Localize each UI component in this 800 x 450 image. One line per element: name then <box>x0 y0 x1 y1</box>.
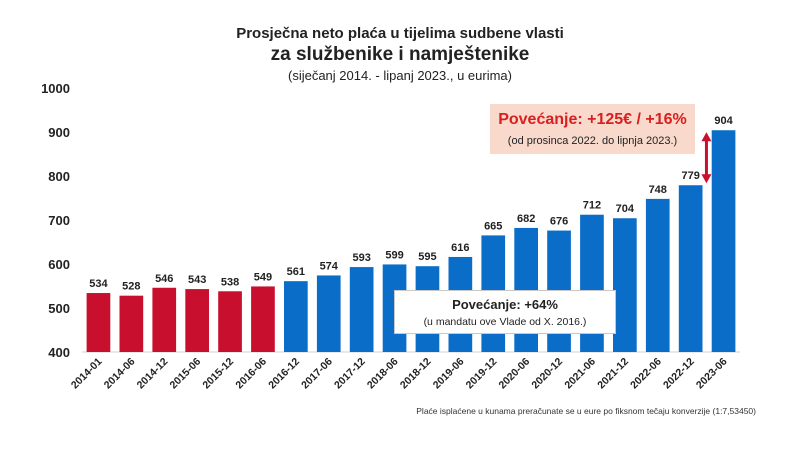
recent-increase-period: (od prosinca 2022. do lipnja 2023.) <box>507 135 678 147</box>
x-tick-label: 2016-06 <box>233 356 269 392</box>
bar <box>86 293 111 352</box>
total-increase-period: (u mandatu ove Vlade od X. 2016.) <box>423 316 587 328</box>
x-tick-label: 2016-12 <box>266 356 302 392</box>
x-tick-label: 2014-12 <box>135 356 171 392</box>
y-tick-label: 700 <box>48 213 70 228</box>
bar <box>316 275 341 352</box>
bar-value-label: 546 <box>155 273 173 285</box>
bar <box>185 289 209 352</box>
y-tick-label: 800 <box>48 169 70 184</box>
recent-increase-label: Povećanje: +125€ / +16% <box>498 111 687 128</box>
bar-value-label: 676 <box>550 216 568 228</box>
bar-value-label: 534 <box>89 278 108 290</box>
x-tick-label: 2022-12 <box>661 356 697 392</box>
x-tick-label: 2020-12 <box>529 356 565 392</box>
bar-value-label: 704 <box>616 203 635 215</box>
bar-value-label: 561 <box>287 266 305 278</box>
chart-title: Prosječna neto plaća u tijelima sudbene … <box>236 25 564 42</box>
footnote: Plaće isplaćene u kunama preračunate se … <box>416 406 756 416</box>
y-tick-label: 1000 <box>41 81 70 96</box>
chart-title-block: Prosječna neto plaća u tijelima sudbene … <box>0 24 800 85</box>
x-tick-label: 2014-06 <box>102 356 138 392</box>
x-tick-label: 2021-12 <box>595 356 631 392</box>
chart-period: (siječanj 2014. - lipanj 2023., u eurima… <box>287 68 512 83</box>
bar-value-label: 543 <box>188 274 206 286</box>
bar <box>284 281 308 352</box>
x-tick-label: 2021-06 <box>562 356 598 392</box>
chart-subtitle: za službenike i namještenike <box>270 44 530 65</box>
y-tick-label: 500 <box>48 301 70 316</box>
x-tick-label: 2015-06 <box>168 356 204 392</box>
x-tick-label: 2018-06 <box>365 356 401 392</box>
increase-arrow-head-up <box>701 132 712 142</box>
bar <box>645 198 670 352</box>
x-tick-label: 2018-12 <box>398 356 434 392</box>
x-tick-label: 2014-01 <box>69 356 105 392</box>
x-tick-label: 2020-06 <box>497 356 533 392</box>
x-tick-label: 2019-06 <box>431 356 467 392</box>
increase-arrow-head-down <box>701 174 712 184</box>
total-increase-label: Povećanje: +64% <box>452 297 558 312</box>
bar-value-label: 665 <box>484 220 502 232</box>
bar-value-label: 595 <box>418 251 436 263</box>
bar-value-label: 616 <box>451 242 469 254</box>
bar <box>349 267 374 352</box>
bar <box>119 295 144 352</box>
bar-value-label: 712 <box>583 200 601 212</box>
bar <box>711 130 736 352</box>
x-tick-label: 2017-12 <box>332 356 368 392</box>
bar <box>251 286 275 352</box>
bar-value-label: 779 <box>681 170 699 182</box>
recent-increase-callout: Povećanje: +125€ / +16% (od prosinca 202… <box>490 104 695 154</box>
y-tick-label: 400 <box>48 345 70 360</box>
x-tick-label: 2019-12 <box>464 356 500 392</box>
bar-value-label: 574 <box>320 260 339 272</box>
bar-value-label: 549 <box>254 271 272 283</box>
bar-value-label: 682 <box>517 213 535 225</box>
bar-value-label: 599 <box>385 249 403 261</box>
bar <box>152 287 177 352</box>
total-increase-callout: Povećanje: +64% (u mandatu ove Vlade od … <box>394 290 616 334</box>
bar <box>218 291 242 352</box>
x-tick-label: 2022-06 <box>628 356 664 392</box>
bar-value-label: 528 <box>122 281 140 293</box>
y-tick-label: 600 <box>48 257 70 272</box>
y-tick-label: 900 <box>48 125 70 140</box>
bar-value-label: 593 <box>352 252 370 264</box>
bar-value-label: 748 <box>649 184 667 196</box>
x-tick-label: 2023-06 <box>694 356 730 392</box>
bar <box>678 185 703 352</box>
bar <box>613 218 637 352</box>
bar-value-label: 904 <box>714 115 733 127</box>
x-tick-label: 2015-12 <box>200 356 236 392</box>
bar-value-label: 538 <box>221 276 239 288</box>
x-tick-label: 2017-06 <box>299 356 335 392</box>
